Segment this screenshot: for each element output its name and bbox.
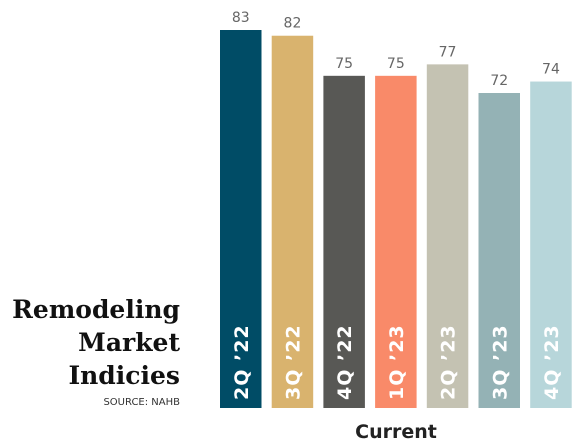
bar xyxy=(323,75,365,409)
value-label: 82 xyxy=(284,16,302,32)
chart: 83 2Q ’22 82 3Q ’22 75 4Q ’22 75 1Q ’23 77 2Q ’23… xyxy=(220,10,572,409)
x-axis-label: Current xyxy=(355,421,437,443)
category-label: 1Q ’23 xyxy=(386,324,408,400)
bar xyxy=(375,75,417,409)
bar xyxy=(220,30,262,408)
bar xyxy=(530,81,572,408)
value-label: 72 xyxy=(490,73,508,89)
bar xyxy=(271,35,314,409)
category-label: 3Q ’22 xyxy=(282,324,304,400)
category-label: 3Q ’23 xyxy=(489,324,511,400)
bar xyxy=(426,64,469,408)
value-label: 75 xyxy=(335,56,353,72)
category-label: 2Q ’22 xyxy=(231,324,253,400)
value-label: 75 xyxy=(387,56,405,72)
value-label: 77 xyxy=(439,44,457,60)
bar xyxy=(478,93,520,408)
category-label: 4Q ’23 xyxy=(541,324,563,400)
value-label: 74 xyxy=(542,62,560,78)
category-label: 4Q ’22 xyxy=(334,324,356,400)
category-label: 2Q ’23 xyxy=(438,324,460,400)
value-label: 83 xyxy=(232,10,250,26)
chart-title: Remodeling Market Indicies xyxy=(12,295,180,390)
source: SOURCE: NAHB xyxy=(103,397,180,408)
